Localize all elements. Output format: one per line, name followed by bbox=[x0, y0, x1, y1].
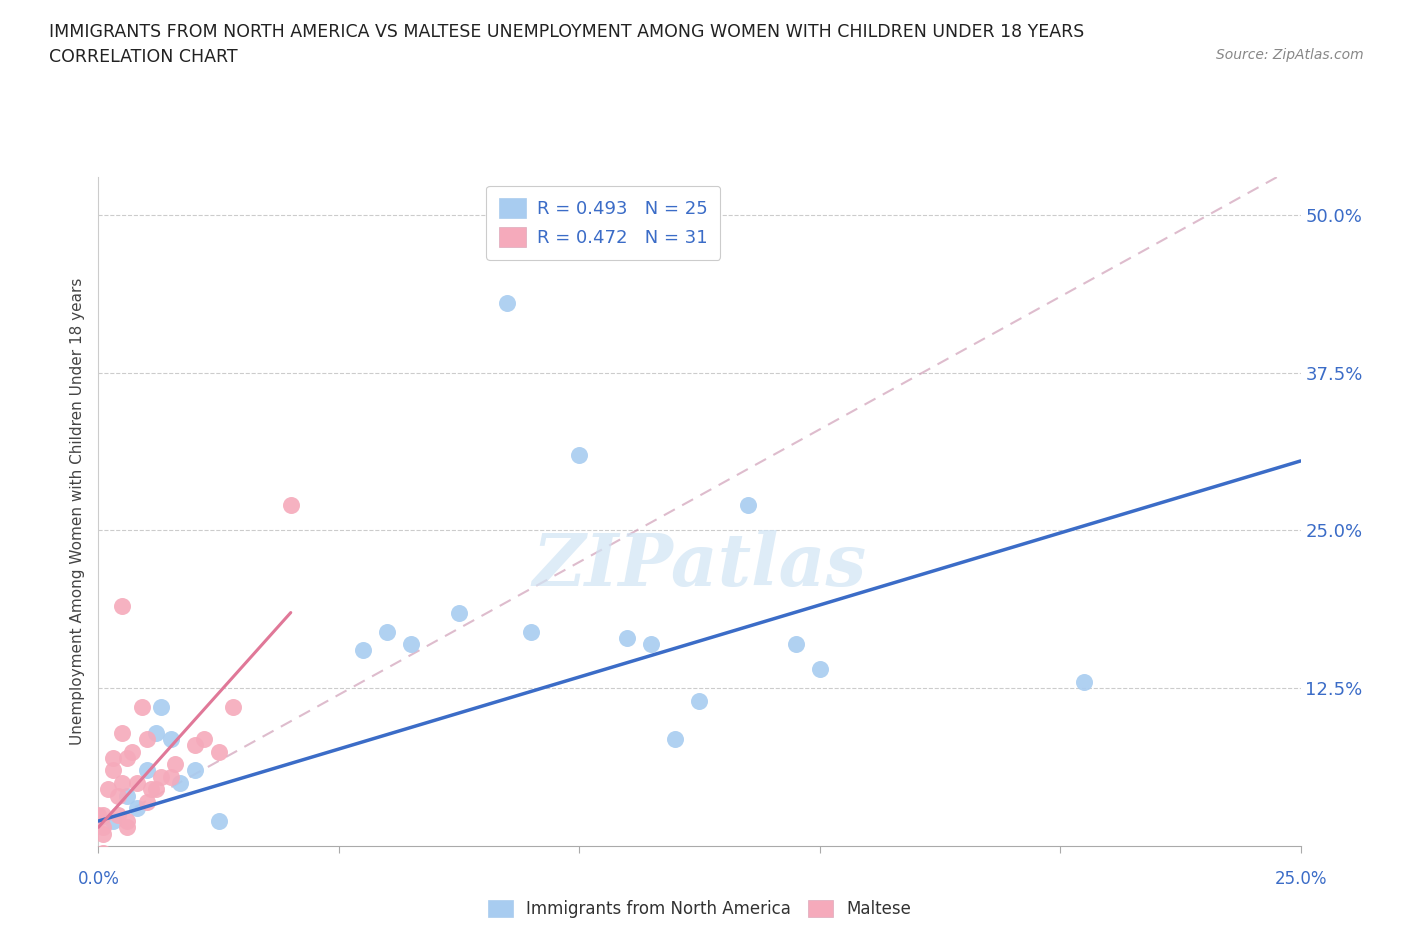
Point bbox=[352, 643, 374, 658]
Point bbox=[135, 763, 157, 777]
Point bbox=[785, 637, 807, 652]
Point bbox=[117, 789, 139, 804]
Point bbox=[183, 737, 205, 752]
Point bbox=[125, 776, 148, 790]
Y-axis label: Unemployment Among Women with Children Under 18 years: Unemployment Among Women with Children U… bbox=[69, 278, 84, 745]
Point bbox=[159, 732, 181, 747]
Point bbox=[131, 700, 153, 715]
Point bbox=[117, 820, 139, 835]
Point bbox=[135, 794, 157, 809]
Point bbox=[159, 769, 181, 784]
Point bbox=[107, 789, 129, 804]
Point bbox=[496, 296, 519, 311]
Point bbox=[447, 605, 470, 620]
Point bbox=[1073, 674, 1095, 689]
Point bbox=[91, 820, 114, 835]
Point bbox=[101, 814, 124, 829]
Point bbox=[111, 599, 134, 614]
Point bbox=[145, 782, 167, 797]
Point bbox=[737, 498, 759, 512]
Point bbox=[111, 776, 134, 790]
Point bbox=[616, 631, 638, 645]
Point bbox=[121, 744, 143, 759]
Text: CORRELATION CHART: CORRELATION CHART bbox=[49, 48, 238, 66]
Point bbox=[107, 807, 129, 822]
Text: IMMIGRANTS FROM NORTH AMERICA VS MALTESE UNEMPLOYMENT AMONG WOMEN WITH CHILDREN : IMMIGRANTS FROM NORTH AMERICA VS MALTESE… bbox=[49, 23, 1084, 41]
Point bbox=[664, 732, 686, 747]
Point bbox=[520, 624, 543, 639]
Point bbox=[375, 624, 398, 639]
Point bbox=[568, 447, 591, 462]
Point bbox=[141, 782, 163, 797]
Text: Source: ZipAtlas.com: Source: ZipAtlas.com bbox=[1216, 48, 1364, 62]
Point bbox=[149, 769, 172, 784]
Text: ZIPatlas: ZIPatlas bbox=[533, 529, 866, 601]
Point bbox=[640, 637, 662, 652]
Point bbox=[808, 662, 831, 677]
Point bbox=[135, 732, 157, 747]
Point bbox=[280, 498, 302, 512]
Point bbox=[688, 694, 710, 709]
Point bbox=[91, 807, 114, 822]
Point bbox=[145, 725, 167, 740]
Point bbox=[399, 637, 422, 652]
Point bbox=[169, 776, 191, 790]
Point bbox=[193, 732, 215, 747]
Text: 25.0%: 25.0% bbox=[1274, 870, 1327, 887]
Point bbox=[97, 782, 120, 797]
Point bbox=[165, 757, 187, 772]
Point bbox=[125, 801, 148, 816]
Point bbox=[91, 845, 114, 860]
Point bbox=[117, 751, 139, 765]
Point bbox=[149, 700, 172, 715]
Point bbox=[117, 814, 139, 829]
Point bbox=[208, 814, 231, 829]
Point bbox=[111, 725, 134, 740]
Point bbox=[101, 763, 124, 777]
Point bbox=[87, 807, 110, 822]
Point bbox=[91, 826, 114, 841]
Point bbox=[208, 744, 231, 759]
Point bbox=[222, 700, 245, 715]
Legend: Immigrants from North America, Maltese: Immigrants from North America, Maltese bbox=[481, 894, 918, 925]
Point bbox=[183, 763, 205, 777]
Text: 0.0%: 0.0% bbox=[77, 870, 120, 887]
Point bbox=[101, 751, 124, 765]
